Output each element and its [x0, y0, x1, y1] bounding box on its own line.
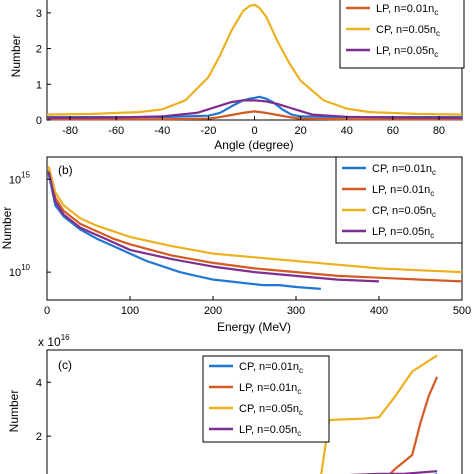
- panel-c-frame: [46, 349, 463, 474]
- panel-b-xtick-label: 300: [287, 305, 305, 317]
- panel-b-series-3-line: [47, 171, 380, 283]
- panel-c-multiplier: x 1016: [38, 333, 70, 349]
- panel-a-series-0-line: [47, 95, 462, 119]
- panel-a: -80 -60 -40 -20 0 20 40 60 80 0 1 2 3 Number Angle (…: [9, 0, 465, 152]
- panel-a-xtick-label: 20: [294, 125, 306, 137]
- panel-b-series-1-line: [47, 169, 463, 283]
- panel-b-ytick-label: 1010: [9, 263, 31, 279]
- panel-b-legend-label: LP, n=0.01nc: [372, 184, 434, 198]
- panel-a-xtick-label: -60: [108, 125, 124, 137]
- panel-a-xtick-label: 0: [251, 125, 257, 137]
- panel-a-ytick-label: 2: [36, 44, 42, 56]
- panel-a-xtick-label: -20: [200, 125, 216, 137]
- panel-c-legend-subscript: c: [297, 387, 301, 396]
- panel-c-legend-subscript: c: [299, 408, 303, 417]
- panel-a-legend: LP, n=0.01nc CP, n=0.05nc LP, n=0.05nc: [339, 0, 465, 69]
- panel-b-label: (b): [58, 163, 73, 177]
- panel-c-legend-box: [202, 355, 330, 443]
- panel-c-label: (c): [58, 358, 72, 372]
- panel-a-xlabel: Angle (degree): [214, 138, 293, 152]
- panel-c-legend-subscript: c: [297, 429, 301, 438]
- panel-b-series-2-line: [47, 166, 463, 274]
- panel-c-legend-label: CP, n=0.01nc: [239, 361, 303, 375]
- panel-a-ylabel: Number: [9, 35, 23, 78]
- panel-b-legend: CP, n=0.01nc LP, n=0.01nc CP, n=0.05nc LP, …: [335, 156, 463, 244]
- panel-b-legend-subscript: c: [432, 210, 436, 219]
- panel-b-xtick-label: 0: [44, 305, 50, 317]
- panel-c-legend-subscript: c: [299, 366, 303, 375]
- panel-b-xtick-label: 100: [121, 305, 139, 317]
- panel-c-ytick-label: 4: [36, 377, 42, 389]
- panel-b-ytick-exponent: 15: [21, 170, 30, 179]
- panel-a-xtick-label: 60: [387, 125, 399, 137]
- panel-a-series-1-line: [47, 110, 462, 121]
- panel-c-series-2-line: [320, 354, 438, 474]
- panel-c-legend: CP, n=0.01nc LP, n=0.01nc CP, n=0.05nc LP, …: [202, 355, 330, 443]
- panel-a-legend-subscript: c: [434, 8, 438, 17]
- panel-a-series-2-line: [46, 3, 463, 116]
- panel-b-xtick-label: 500: [453, 305, 471, 317]
- panel-c-series-1-line: [388, 376, 439, 474]
- panel-a-legend-label: LP, n=0.01nc: [376, 3, 438, 17]
- panel-a-legend-label: CP, n=0.05nc: [376, 24, 440, 38]
- panel-c-plot: [320, 354, 439, 474]
- panel-b-legend-label: CP, n=0.01nc: [372, 163, 436, 177]
- panel-a-legend-box: [339, 0, 465, 69]
- panel-a-xtick-label: 80: [433, 125, 445, 137]
- panel-a-legend-subscript: c: [434, 50, 438, 59]
- panel-a-ytick-label: 0: [36, 115, 42, 127]
- panel-a-xtick-label: 40: [341, 125, 353, 137]
- panel-c-ytick-label: 2: [36, 431, 42, 443]
- panel-b-ylabel: Number: [0, 207, 14, 250]
- panel-b-legend-subscript: c: [430, 189, 434, 198]
- panel-b-legend-label: CP, n=0.05nc: [372, 205, 436, 219]
- panel-a-legend-label: LP, n=0.05nc: [376, 45, 438, 59]
- panel-a-ytick-label: 1: [36, 79, 42, 91]
- panel-c-series-3-line: [348, 470, 438, 474]
- panel-c-legend-label: CP, n=0.05nc: [239, 403, 303, 417]
- panel-a-ytick-label: 3: [36, 8, 42, 20]
- panel-a-plot: [46, 3, 463, 121]
- panel-a-xtick-label: -40: [154, 125, 170, 137]
- panel-b-legend-subscript: c: [432, 168, 436, 177]
- panel-c-legend-label: LP, n=0.05nc: [239, 424, 301, 438]
- panel-b-series-0-line: [47, 173, 321, 290]
- panel-a-legend-subscript: c: [436, 29, 440, 38]
- panel-b-legend-subscript: c: [430, 231, 434, 240]
- panel-a-ticks: -80 -60 -40 -20 0 20 40 60 80 0 1 2 3: [36, 8, 445, 137]
- panel-b-plot: [47, 166, 463, 290]
- panel-b-legend-label: LP, n=0.05nc: [372, 226, 434, 240]
- panel-b-xtick-label: 400: [370, 305, 388, 317]
- panel-b-xtick-label: 200: [204, 305, 222, 317]
- panel-a-series-3-line: [46, 99, 463, 119]
- panel-b-xlabel: Energy (MeV): [217, 320, 291, 334]
- panel-b-legend-box: [335, 156, 463, 244]
- panel-c-legend-label: LP, n=0.01nc: [239, 382, 301, 396]
- panel-b-ytick-label: 1015: [9, 170, 31, 186]
- panel-a-xtick-label: -80: [62, 125, 78, 137]
- panel-b-ytick-exponent: 10: [21, 263, 30, 272]
- panel-c-ylabel: Number: [7, 390, 21, 433]
- panel-c-ticks: 24: [36, 377, 51, 443]
- panel-c-multiplier-exponent: 16: [61, 333, 70, 342]
